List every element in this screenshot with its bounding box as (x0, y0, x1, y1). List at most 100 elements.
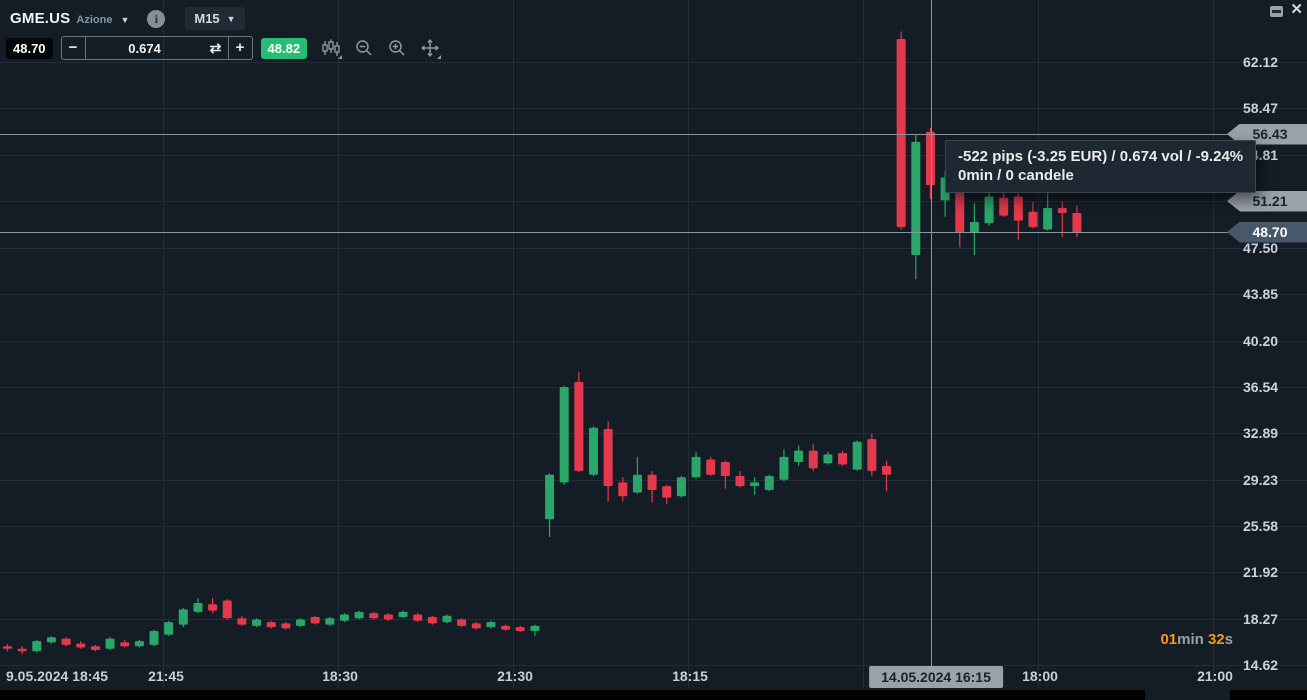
candle-body (134, 641, 144, 647)
candle-body (779, 456, 789, 480)
time-axis-label: 9.05.2024 18:45 (6, 668, 108, 684)
candle-body (266, 622, 276, 628)
symbol-name: GME.US (10, 10, 71, 27)
time-axis-label: 21:00 (1197, 668, 1233, 684)
measure-price-tag: 56.43 (1227, 123, 1307, 145)
candle-body (325, 618, 335, 625)
candle-body (852, 441, 862, 470)
move-chart-icon[interactable] (418, 36, 442, 60)
candle-body (76, 643, 86, 648)
candle-body (17, 648, 27, 652)
candle-body (471, 623, 481, 629)
candle-body (882, 465, 891, 475)
candle-body (237, 618, 247, 625)
candle-body (427, 616, 437, 624)
stepper-divider (227, 37, 229, 59)
instrument-type-label: Azione (76, 13, 113, 26)
candle-body (178, 609, 188, 625)
timeframe-dropdown-icon: ▼ (226, 13, 236, 24)
measure-tooltip: -522 pips (-3.25 EUR) / 0.674 vol / -9.2… (945, 140, 1257, 193)
candle-body (999, 197, 1009, 216)
candle-body (955, 180, 965, 233)
candle-body (1028, 211, 1038, 228)
measure-tooltip-line1: -522 pips (-3.25 EUR) / 0.674 vol / -9.2… (958, 148, 1244, 165)
symbol-dropdown-icon[interactable]: ▼ (120, 14, 130, 25)
candle-body (823, 454, 833, 464)
volume-plus-button[interactable]: + (229, 37, 252, 59)
countdown-seconds: 32 (1203, 631, 1225, 648)
dropdown-corner-icon (437, 55, 442, 59)
candle-body (105, 638, 115, 649)
candle-body (662, 486, 672, 498)
volume-minus-button[interactable]: − (62, 37, 85, 59)
candle-body (354, 611, 364, 619)
zoom-out-icon[interactable] (352, 36, 376, 60)
candle-body (339, 614, 349, 621)
candle-body (530, 625, 540, 631)
candle-body (442, 615, 452, 623)
volume-value[interactable]: 0.674 (128, 40, 161, 56)
volume-stepper[interactable]: − 0.674 ⇄ + (60, 36, 253, 60)
candle-body (501, 625, 511, 630)
trade-toolbar: 48.70 − 0.674 ⇄ + 48.82 (6, 36, 442, 60)
candle-body (559, 387, 569, 483)
volume-swap-icon[interactable]: ⇄ (209, 39, 222, 56)
candle-body (1072, 213, 1082, 233)
candle-body (296, 619, 305, 626)
candle-body (691, 456, 701, 478)
countdown-minutes: 01 (1160, 631, 1178, 648)
candle-body (706, 459, 716, 475)
candlestick-style-icon[interactable] (319, 36, 343, 60)
candle-body (969, 221, 979, 233)
candle-body (1013, 196, 1023, 221)
candle-body (632, 474, 642, 493)
time-axis-label: 21:30 (497, 668, 533, 684)
zoom-in-icon[interactable] (385, 36, 409, 60)
bottom-edge-strip (1230, 690, 1307, 700)
candle-body (794, 450, 804, 463)
crosshair-time-tag: 14.05.2024 16:15 (869, 666, 1003, 688)
candle-body (222, 600, 232, 619)
countdown-min-unit: min (1177, 631, 1204, 648)
ask-price-badge[interactable]: 48.82 (260, 37, 308, 59)
candle-body (603, 428, 613, 487)
candle-body (369, 613, 379, 619)
candle-body (149, 630, 159, 645)
candle-body (61, 638, 71, 645)
candle-body (574, 381, 584, 471)
candle-body (808, 450, 818, 469)
time-axis-label: 18:15 (672, 668, 708, 684)
countdown-sec-unit: s (1224, 631, 1233, 648)
timeframe-selector[interactable]: M15 ▼ (185, 7, 245, 30)
candle-body (735, 475, 745, 487)
time-axis-label: 21:45 (148, 668, 184, 684)
bid-price-badge[interactable]: 48.70 (6, 37, 53, 59)
chart-tool-icons (319, 36, 442, 60)
candle-body (1057, 207, 1067, 214)
candle-body (984, 196, 994, 224)
candle-body (32, 641, 42, 652)
candle-body (120, 642, 130, 647)
candle-body (618, 482, 628, 497)
candle-body (398, 611, 408, 617)
timeframe-value: M15 (194, 11, 220, 26)
candle-body (589, 427, 598, 475)
candle-body (46, 637, 56, 643)
candle-body (252, 619, 262, 626)
candle-countdown: 01min 32s (1160, 631, 1233, 648)
candle-body (3, 646, 12, 649)
stepper-divider (84, 37, 86, 59)
candle-body (208, 604, 218, 611)
candle-body (720, 462, 730, 476)
time-axis-label: 18:00 (1022, 668, 1058, 684)
minimize-window-icon[interactable] (1270, 6, 1284, 17)
candle-body (764, 475, 774, 490)
close-window-icon[interactable]: ✕ (1290, 1, 1303, 18)
candle-body (413, 614, 423, 621)
candle-body (676, 477, 686, 497)
candle-body (457, 619, 467, 626)
candle-body (515, 627, 525, 631)
candle-body (925, 131, 935, 186)
info-icon[interactable]: i (147, 9, 166, 28)
